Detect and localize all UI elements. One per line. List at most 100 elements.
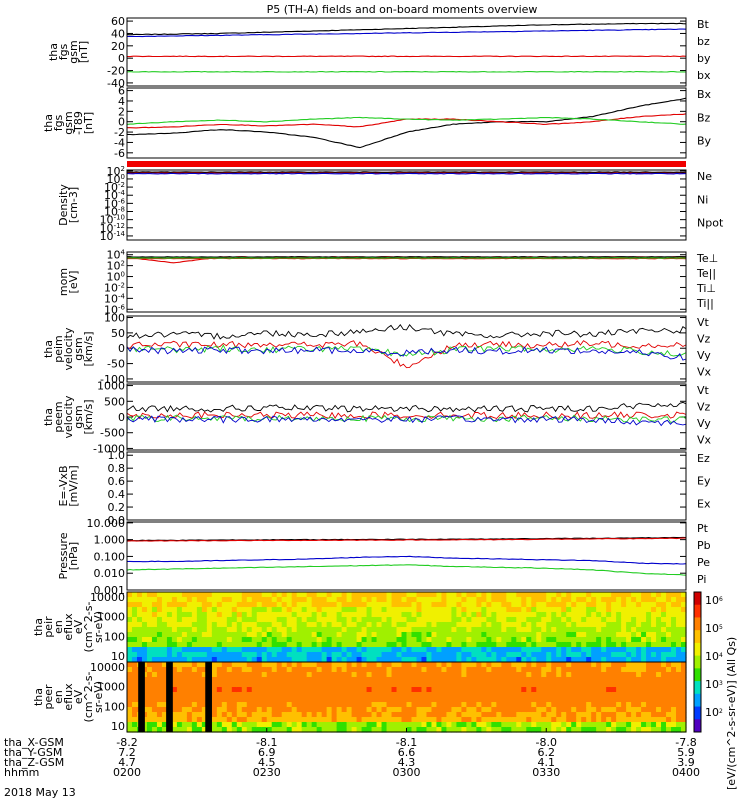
spectrogram-cell bbox=[241, 687, 248, 693]
spectrogram-cell bbox=[501, 692, 507, 698]
spectrogram-cell bbox=[516, 617, 522, 623]
spectrogram-cell bbox=[541, 602, 547, 608]
spectrogram-cell bbox=[256, 602, 263, 608]
spectrogram-cell bbox=[306, 667, 313, 673]
spectrogram-cell bbox=[651, 687, 657, 693]
spectrogram-cell bbox=[266, 612, 273, 618]
spectrogram-cell bbox=[186, 642, 193, 648]
spectrogram-cell bbox=[286, 652, 293, 658]
y-tick-label: 10 bbox=[111, 650, 125, 663]
spectrogram-cell bbox=[596, 727, 602, 733]
spectrogram-cell bbox=[661, 682, 667, 688]
spectrogram-cell bbox=[271, 592, 278, 598]
spectrogram-cell bbox=[656, 712, 662, 718]
spectrogram-cell bbox=[321, 682, 328, 688]
spectrogram-cell bbox=[416, 667, 423, 673]
y-axis-label-line: tha bbox=[47, 43, 60, 61]
spectrogram-cell bbox=[431, 682, 438, 688]
spectrogram-cell bbox=[176, 662, 183, 668]
spectrogram-cell bbox=[681, 727, 687, 733]
spectrogram-cell bbox=[551, 637, 557, 643]
spectrogram-cell bbox=[271, 712, 278, 718]
spectrogram-cell bbox=[341, 622, 348, 628]
spectrogram-cell bbox=[376, 652, 383, 658]
y-tick-label: 0.8 bbox=[108, 462, 126, 475]
spectrogram-cell bbox=[496, 687, 502, 693]
spectrogram-cell bbox=[631, 602, 637, 608]
spectrogram-cell bbox=[286, 597, 293, 603]
spectrogram-cell bbox=[511, 672, 517, 678]
spectrogram-cell bbox=[266, 702, 273, 708]
spectrogram-cell bbox=[201, 597, 208, 603]
spectrogram-cell bbox=[481, 652, 487, 658]
spectrogram-cell bbox=[331, 627, 338, 633]
spectrogram-cell bbox=[186, 622, 193, 628]
spectrogram-cell bbox=[551, 622, 557, 628]
spectrogram-cell bbox=[466, 707, 472, 713]
spectrogram-cell bbox=[386, 717, 393, 723]
spectrogram-cell bbox=[306, 682, 313, 688]
spectrogram-cell bbox=[681, 717, 687, 723]
y-tick-label: 0 bbox=[118, 342, 125, 355]
spectrogram-cell bbox=[551, 632, 557, 638]
spectrogram-cell bbox=[576, 612, 582, 618]
spectrogram-cell bbox=[361, 692, 368, 698]
spectrogram-cell bbox=[416, 712, 423, 718]
spectrogram-cell bbox=[671, 707, 677, 713]
spectrogram-cell bbox=[471, 667, 477, 673]
spectrogram-cell bbox=[241, 612, 248, 618]
spectrogram-cell bbox=[576, 627, 582, 633]
spectrogram-cell bbox=[501, 627, 507, 633]
y-axis-label-line: gsm bbox=[62, 111, 75, 134]
spectrogram-cell bbox=[186, 717, 193, 723]
spectrogram-cell bbox=[411, 602, 418, 608]
spectrogram-cell bbox=[161, 682, 168, 688]
spectrogram-cell bbox=[641, 687, 647, 693]
spectrogram-cell bbox=[276, 662, 283, 668]
spectrogram-cell bbox=[466, 647, 472, 653]
spectrogram-cell bbox=[301, 702, 308, 708]
spectrogram-cell bbox=[586, 672, 592, 678]
spectrogram-cell bbox=[211, 707, 218, 713]
spectrogram-cell bbox=[181, 637, 188, 643]
spectrogram-cell bbox=[561, 677, 567, 683]
spectrogram-cell bbox=[456, 687, 463, 693]
spectrogram-cell bbox=[236, 652, 243, 658]
spectrogram-cell bbox=[566, 617, 572, 623]
spectrogram-cell bbox=[561, 612, 567, 618]
spectrogram-cell bbox=[341, 702, 348, 708]
spectrogram-cell bbox=[596, 617, 602, 623]
y-tick-label: 0 bbox=[118, 411, 125, 424]
spectrogram-cell bbox=[511, 622, 517, 628]
spectrogram-cell bbox=[316, 677, 323, 683]
spectrogram-cell bbox=[596, 682, 602, 688]
spectrogram-cell bbox=[681, 632, 687, 638]
spectrogram-cell bbox=[651, 632, 657, 638]
spectrogram-cell bbox=[401, 612, 408, 618]
spectrogram-cell bbox=[326, 697, 333, 703]
spectrogram-cell bbox=[196, 717, 203, 723]
spectrogram-cell bbox=[326, 707, 333, 713]
spectrogram-cell bbox=[396, 697, 403, 703]
spectrogram-cell bbox=[221, 622, 228, 628]
spectrogram-cell bbox=[186, 607, 193, 613]
spectrogram-cell bbox=[286, 632, 293, 638]
spectrogram-cell bbox=[341, 602, 348, 608]
spectrogram-cell bbox=[566, 687, 572, 693]
spectrogram-cell bbox=[476, 602, 482, 608]
spectrogram-cell bbox=[336, 602, 343, 608]
spectrogram-cell bbox=[501, 672, 507, 678]
spectrogram-cell bbox=[386, 702, 393, 708]
spectrogram-cell bbox=[316, 647, 323, 653]
spectrogram-cell bbox=[496, 592, 502, 598]
spectrogram-cell bbox=[281, 667, 288, 673]
spectrogram-cell bbox=[391, 637, 398, 643]
spectrogram-cell bbox=[446, 647, 453, 653]
spectrogram-cell bbox=[626, 647, 632, 653]
x-row-value: 7.2 bbox=[118, 746, 136, 759]
spectrogram-cell bbox=[186, 612, 193, 618]
spectrogram-cell bbox=[631, 712, 637, 718]
spectrogram-cell bbox=[546, 677, 552, 683]
spectrogram-cell bbox=[127, 677, 133, 683]
